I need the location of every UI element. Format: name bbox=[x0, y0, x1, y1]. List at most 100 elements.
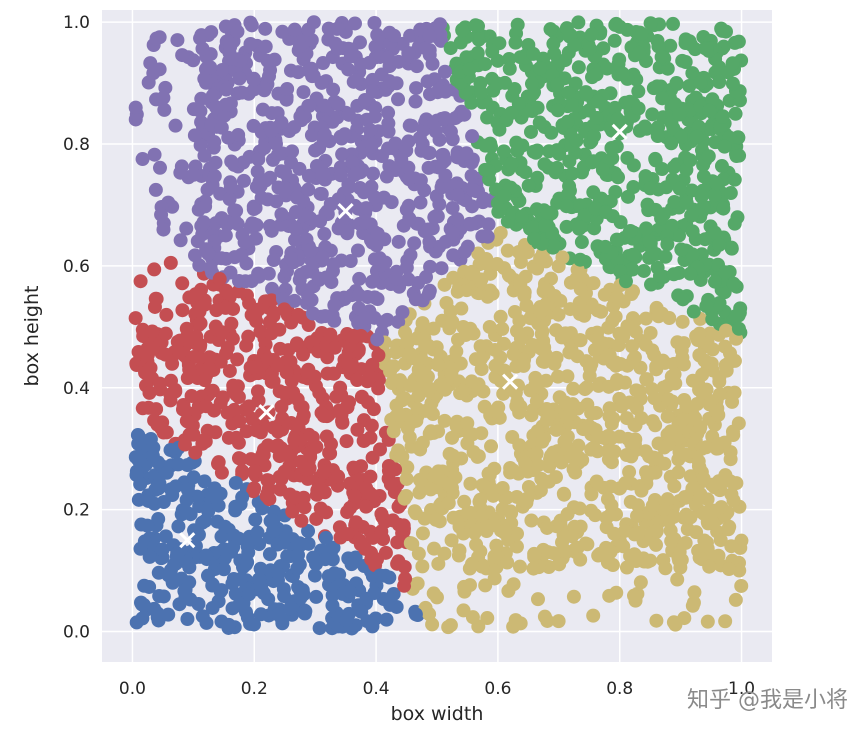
data-point bbox=[452, 519, 467, 534]
data-point bbox=[141, 75, 156, 90]
data-point bbox=[718, 614, 733, 629]
data-point bbox=[397, 491, 412, 506]
data-point bbox=[248, 512, 263, 527]
data-point bbox=[328, 36, 343, 51]
data-point bbox=[561, 85, 576, 100]
data-point bbox=[543, 22, 558, 37]
data-point bbox=[163, 443, 178, 458]
data-point bbox=[262, 170, 277, 185]
x-tick-labels: 0.0 0.2 0.4 0.6 0.8 1.0 bbox=[119, 679, 755, 699]
data-point bbox=[684, 208, 699, 223]
data-point bbox=[175, 48, 190, 63]
data-point bbox=[694, 189, 709, 204]
data-point bbox=[188, 539, 203, 554]
data-point bbox=[696, 506, 711, 521]
data-point bbox=[143, 432, 158, 447]
data-point bbox=[507, 82, 522, 97]
data-point bbox=[323, 327, 338, 342]
data-point bbox=[673, 560, 688, 575]
data-point bbox=[188, 248, 203, 263]
data-point bbox=[215, 62, 230, 77]
data-point bbox=[307, 568, 322, 583]
data-point bbox=[280, 549, 295, 564]
data-point bbox=[175, 303, 190, 318]
data-point bbox=[367, 586, 382, 601]
data-point bbox=[568, 465, 583, 480]
data-point bbox=[182, 362, 197, 377]
data-point bbox=[655, 91, 670, 106]
data-point bbox=[257, 141, 272, 156]
data-point bbox=[342, 584, 357, 599]
data-point bbox=[651, 39, 666, 54]
data-point bbox=[493, 309, 508, 324]
data-point bbox=[395, 305, 410, 320]
data-point bbox=[346, 460, 361, 475]
data-point bbox=[465, 427, 480, 442]
data-point bbox=[649, 359, 664, 374]
data-point bbox=[227, 402, 242, 417]
data-point bbox=[326, 257, 341, 272]
data-point bbox=[293, 591, 308, 606]
data-point bbox=[669, 76, 684, 91]
data-point bbox=[460, 416, 475, 431]
data-point bbox=[484, 439, 499, 454]
data-point bbox=[699, 299, 714, 314]
data-point bbox=[590, 94, 605, 109]
data-point bbox=[533, 304, 548, 319]
data-point bbox=[547, 238, 562, 253]
data-point bbox=[502, 61, 517, 76]
data-point bbox=[203, 260, 218, 275]
data-point bbox=[597, 287, 612, 302]
data-point bbox=[603, 194, 618, 209]
data-point bbox=[253, 324, 268, 339]
data-point bbox=[321, 569, 336, 584]
data-point bbox=[216, 562, 231, 577]
data-point bbox=[251, 152, 266, 167]
data-point bbox=[271, 566, 286, 581]
data-point bbox=[625, 247, 640, 262]
data-point bbox=[290, 190, 305, 205]
data-point bbox=[195, 41, 210, 56]
data-point bbox=[313, 186, 328, 201]
data-point bbox=[725, 76, 740, 91]
data-point bbox=[645, 498, 660, 513]
data-point bbox=[666, 509, 681, 524]
data-point bbox=[630, 498, 645, 513]
data-point bbox=[512, 438, 527, 453]
data-point bbox=[409, 81, 424, 96]
data-point bbox=[411, 362, 426, 377]
data-point bbox=[547, 288, 562, 303]
data-point bbox=[558, 326, 573, 341]
x-tick-label: 0.6 bbox=[484, 679, 511, 699]
data-point bbox=[208, 100, 223, 115]
data-point bbox=[156, 90, 171, 105]
data-point bbox=[236, 173, 251, 188]
data-point bbox=[625, 339, 640, 354]
data-point bbox=[562, 345, 577, 360]
data-point bbox=[422, 381, 437, 396]
data-point bbox=[586, 276, 601, 291]
y-tick-label: 0.2 bbox=[63, 501, 90, 521]
data-point bbox=[168, 118, 183, 133]
data-point bbox=[385, 513, 400, 528]
data-point bbox=[255, 102, 270, 117]
data-point bbox=[403, 247, 418, 262]
data-point bbox=[207, 135, 222, 150]
data-point bbox=[370, 226, 385, 241]
data-point bbox=[224, 52, 239, 67]
data-point bbox=[643, 553, 658, 568]
data-point bbox=[276, 291, 291, 306]
data-point bbox=[260, 351, 275, 366]
data-point bbox=[217, 519, 232, 534]
data-point bbox=[437, 111, 452, 126]
data-point bbox=[212, 272, 227, 287]
data-point bbox=[207, 169, 222, 184]
data-point bbox=[473, 492, 488, 507]
data-point bbox=[426, 321, 441, 336]
data-point bbox=[422, 234, 437, 249]
data-point bbox=[434, 261, 449, 276]
data-point bbox=[474, 350, 489, 365]
data-point bbox=[508, 613, 523, 628]
data-point bbox=[587, 343, 602, 358]
data-point bbox=[444, 533, 459, 548]
